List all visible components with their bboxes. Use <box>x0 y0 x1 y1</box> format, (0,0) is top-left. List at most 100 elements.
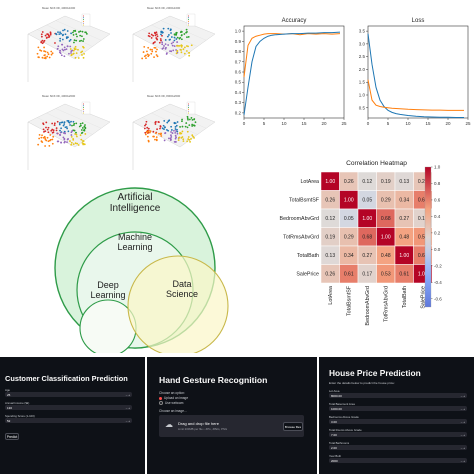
stepper-icon[interactable]: – + <box>125 392 130 397</box>
heatmap-row-label: TotRmsAbvGrd <box>283 235 319 241</box>
scatter3d-point <box>182 48 185 51</box>
heatmap-col-label: LotArea <box>328 286 334 305</box>
number-input[interactable]: 25 – + <box>5 392 132 397</box>
number-input[interactable]: 3.00 – + <box>329 419 467 424</box>
scatter3d-point <box>164 39 167 41</box>
scatter3d-point <box>38 56 40 59</box>
number-input[interactable]: 130 – + <box>5 405 132 410</box>
scatter3d-point <box>49 134 52 136</box>
scatter3d-point <box>176 50 179 53</box>
scatter3d-point <box>173 36 176 39</box>
scatter3d-point <box>163 45 165 47</box>
number-input[interactable]: 2000 – + <box>329 458 467 463</box>
scatter3d-point <box>69 140 71 142</box>
scatter3d-point <box>186 115 189 118</box>
scatter3d-point <box>182 138 185 141</box>
scatter3d-point <box>50 50 53 53</box>
scatter3d-point <box>51 142 54 145</box>
scatter3d-point <box>181 120 183 123</box>
plot-frame <box>243 25 345 119</box>
field-label: Total Rooms Above Grade <box>329 428 362 432</box>
radio-upload[interactable]: Upload an image <box>159 396 188 400</box>
scatter3d-point <box>66 30 69 32</box>
scatter3d-point <box>164 132 167 134</box>
scatter3d-point <box>185 50 188 52</box>
number-input[interactable]: 8000.00 – + <box>329 393 467 398</box>
radio-webcam[interactable]: Use webcam <box>159 401 183 405</box>
scatter3d-point <box>154 46 157 49</box>
file-dropzone[interactable]: ☁ Drag and drop file here Limit 200MB pe… <box>159 415 304 437</box>
heatmap-value: 1.00 <box>344 198 354 204</box>
scatter3d-point <box>168 119 171 122</box>
scatter3d-point <box>155 31 158 34</box>
scatter3d-point <box>151 48 153 51</box>
gesture-app: Hand Gesture Recognition Choose an optio… <box>147 357 317 474</box>
y-tick-label: 0.7 <box>235 59 242 64</box>
scatter3d-point <box>83 125 86 128</box>
scatter3d-point <box>64 48 66 51</box>
scatter3d-gridline <box>37 117 84 141</box>
heatmap-col-label: BedroomAbvGrd <box>365 286 371 326</box>
stepper-icon[interactable]: – + <box>125 405 130 410</box>
scatter3d-point <box>66 141 68 144</box>
predict-button[interactable]: Predict <box>5 433 19 440</box>
browse-files-button[interactable]: Browse files <box>283 422 303 431</box>
scatter3d-point <box>190 138 192 140</box>
series-line <box>367 33 464 118</box>
stepper-icon[interactable]: – + <box>460 458 465 463</box>
scatter3d-point <box>72 124 75 126</box>
scatter3d-point <box>173 45 176 48</box>
scatter3d-legend-marker <box>188 112 189 114</box>
heatmap-value: 0.48 <box>399 235 409 241</box>
scatter3d-point <box>171 132 174 134</box>
scatter3d-point <box>170 32 172 34</box>
scatter3d-axes <box>27 13 111 82</box>
stepper-icon[interactable]: – + <box>460 406 465 411</box>
number-input[interactable]: 2.00 – + <box>329 445 467 450</box>
stepper-icon[interactable]: – + <box>460 445 465 450</box>
scatter3d-floor <box>132 103 216 148</box>
upload-cloud-icon: ☁ <box>165 420 173 429</box>
scatter3d-point <box>154 41 156 43</box>
scatter3d-point <box>76 142 79 145</box>
scatter3d-point <box>44 145 47 147</box>
scatter3d-point <box>81 30 84 33</box>
x-tick-label: 5 <box>387 121 390 126</box>
number-input[interactable]: 7.00 – + <box>329 432 467 437</box>
scatter3d-point <box>55 127 58 129</box>
heatmap-value: 0.19 <box>325 235 335 241</box>
scatter3d-point <box>42 136 45 139</box>
scatter3d-point <box>81 35 83 38</box>
scatter3d-point <box>66 138 69 141</box>
stepper-icon[interactable]: – + <box>460 432 465 437</box>
scatter3d-point <box>187 118 189 121</box>
scatter3d-gridline <box>142 117 189 141</box>
scatter3d-point <box>66 127 69 130</box>
stepper-icon[interactable]: – + <box>460 419 465 424</box>
scatter3d-point <box>173 129 175 132</box>
stepper-icon[interactable]: – + <box>125 418 130 423</box>
colorbar-tick-label: 0.4 <box>434 214 441 219</box>
scatter3d-point <box>176 36 179 39</box>
scatter3d-point <box>146 126 149 129</box>
y-tick-label: 1.5 <box>359 80 366 85</box>
scatter3d-point <box>189 140 191 143</box>
stepper-icon[interactable]: – + <box>460 393 465 398</box>
scatter3d-point <box>52 135 55 138</box>
number-input[interactable]: 52 – + <box>5 418 132 423</box>
scatter3d-legend-marker <box>83 110 84 112</box>
scatter3d-point <box>47 140 50 143</box>
scatter3d-point <box>174 126 177 128</box>
scatter3d-legend-marker <box>83 105 84 107</box>
scatter3d-legend-marker <box>83 108 84 110</box>
scatter3d-point <box>159 133 162 136</box>
heatmap-value: 0.53 <box>381 272 391 278</box>
scatter3d-point <box>84 31 87 34</box>
scatter3d-point <box>158 132 160 135</box>
scatter3d-point <box>180 45 183 48</box>
scatter3d-point <box>37 143 40 146</box>
scatter3d-point <box>64 132 66 134</box>
x-tick-label: 10 <box>281 121 287 126</box>
scatter3d-point <box>70 52 72 54</box>
number-input[interactable]: 1000.00 – + <box>329 406 467 411</box>
